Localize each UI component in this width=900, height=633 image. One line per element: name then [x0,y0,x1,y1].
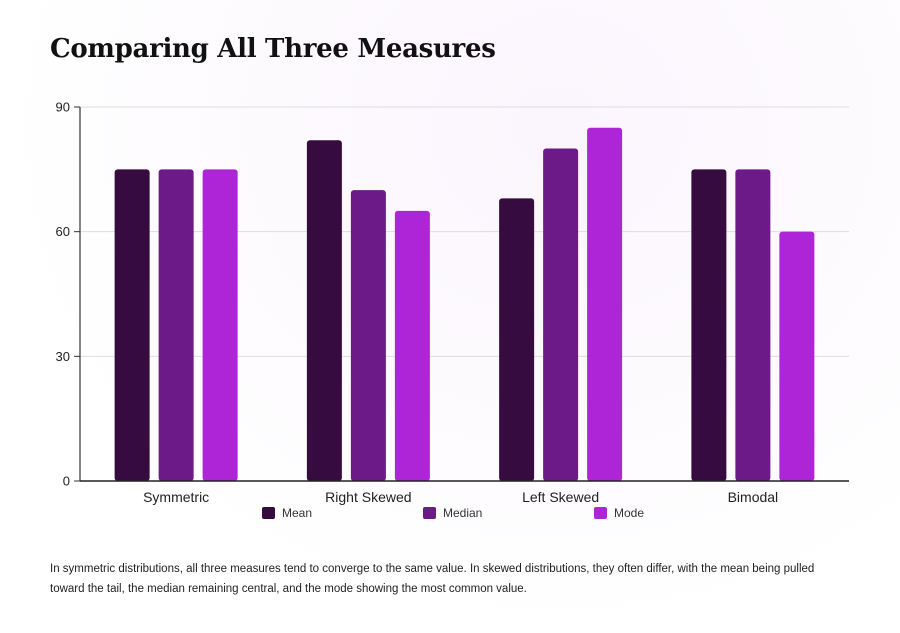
grid-lines [80,106,849,357]
bar-mode-left-skewed [587,127,623,482]
bar-mode-right-skewed [394,210,430,481]
y-tick-label: 0 [63,474,70,489]
bar-median-left-skewed [543,148,579,482]
bar-mean-symmetric [114,169,150,482]
x-category-label: Left Skewed [522,489,599,505]
chart-title: Comparing All Three Measures [50,34,496,64]
legend-label-median: Median [443,506,482,520]
y-tick-label: 30 [56,349,70,364]
chart-caption: In symmetric distributions, all three me… [50,563,815,595]
legend: Mean Median Mode [262,506,644,520]
legend-label-mode: Mode [614,506,644,520]
bar-mean-right-skewed [306,140,342,481]
x-category-label: Symmetric [143,489,209,505]
legend-swatch-mean [262,507,275,519]
bars [114,127,815,482]
x-category-label: Bimodal [728,489,779,505]
bar-chart: 0 30 60 90 Symmetric Right Skewed Left Skewed B… [56,100,849,520]
x-category-label: Right Skewed [325,489,411,505]
legend-swatch-mode [594,507,607,519]
bar-mean-left-skewed [499,198,535,481]
legend-swatch-median [423,507,436,519]
bar-mean-bimodal [691,169,727,482]
y-tick-label: 90 [56,100,70,115]
y-tick-label: 60 [56,224,70,239]
bar-median-symmetric [158,169,194,482]
bar-median-right-skewed [350,190,386,481]
bar-median-bimodal [735,169,771,482]
legend-label-mean: Mean [282,506,312,520]
axes: 0 30 60 90 Symmetric Right Skewed Left Skewed B… [56,100,849,505]
bar-mode-symmetric [202,169,238,482]
bar-mode-bimodal [779,231,815,481]
